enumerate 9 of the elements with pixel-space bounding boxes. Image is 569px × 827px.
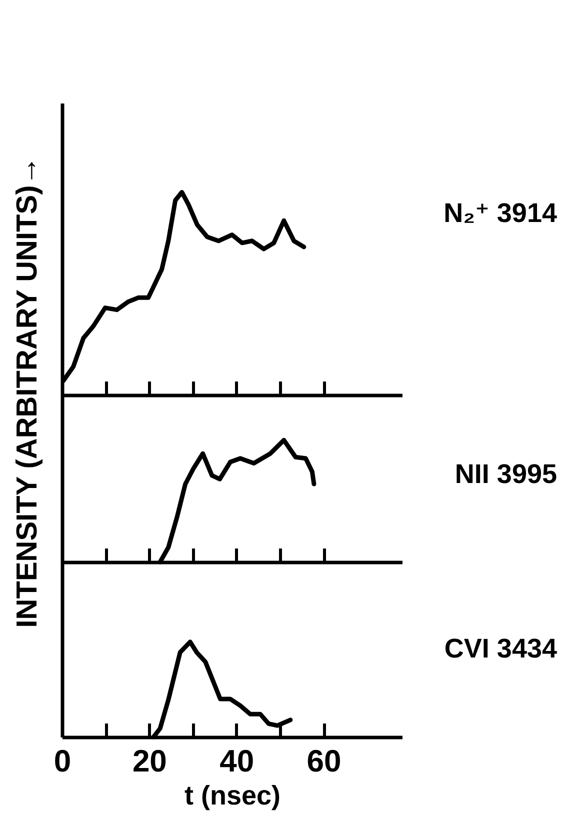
y-axis-title: INTENSITY (ARBITRARY UNITS)→ [12,156,44,628]
text: N₂⁺ 3914 [444,198,557,228]
x-tick-label: 20 [132,744,167,778]
x-tick-label: 0 [54,744,72,778]
text: CVI 3434 [444,634,557,664]
x-axis-title: t (nsec) [184,780,281,810]
x-tick-label: 40 [220,744,254,778]
x-tick-label: 60 [306,744,342,778]
text: NII 3995 [454,459,557,490]
